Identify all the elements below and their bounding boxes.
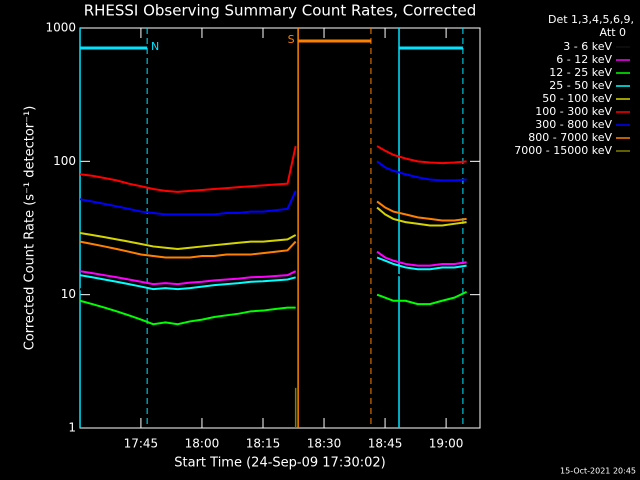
y-axis-label: Corrected Count Rate (s⁻¹ detector⁻¹)	[23, 106, 38, 351]
x-tick-label: 17:45	[124, 437, 159, 451]
series-line	[79, 145, 297, 193]
legend-title: Att 0	[600, 26, 626, 39]
series-line	[376, 200, 467, 222]
legend-label: 6 - 12 keV	[556, 53, 612, 66]
legend-label: 25 - 50 keV	[549, 79, 612, 92]
interval-label: S	[288, 33, 295, 46]
y-tick-label: 10	[61, 287, 76, 301]
x-tick-label: 19:00	[429, 437, 464, 451]
series-line	[376, 290, 468, 306]
legend-label: 100 - 300 keV	[535, 105, 612, 118]
legend-label: 3 - 6 keV	[563, 40, 612, 53]
series-line	[376, 206, 467, 227]
series-line	[79, 270, 297, 286]
series-line	[79, 240, 297, 259]
series-line	[376, 145, 467, 165]
series-line	[376, 256, 467, 271]
y-tick-label: 100	[53, 154, 76, 168]
series-line	[79, 288, 296, 306]
legend-label: 50 - 100 keV	[542, 92, 612, 105]
series-line	[79, 232, 297, 251]
series-line	[79, 274, 296, 291]
legend-label: 800 - 7000 keV	[528, 131, 612, 144]
series-line	[376, 250, 467, 267]
x-tick-label: 18:15	[246, 437, 281, 451]
series-line	[79, 299, 296, 326]
legend-label: 7000 - 15000 keV	[514, 144, 612, 157]
x-tick-label: 18:30	[307, 437, 342, 451]
legend-title: Det 1,3,4,5,6,9,	[548, 13, 634, 26]
x-tick-label: 18:45	[368, 437, 403, 451]
interval-label: N	[151, 40, 159, 53]
x-axis-label: Start Time (24-Sep-09 17:30:02)	[174, 456, 385, 471]
series-line	[376, 266, 467, 281]
footer: 15-Oct-2021 20:45	[560, 467, 636, 476]
legend-label: 12 - 25 keV	[549, 66, 612, 79]
legend-label: 300 - 800 keV	[535, 118, 612, 131]
y-tick-label: 1	[68, 421, 76, 435]
chart-title: RHESSI Observing Summary Count Rates, Co…	[84, 2, 477, 20]
x-tick-label: 18:00	[185, 437, 220, 451]
series-line	[376, 160, 467, 182]
y-tick-label: 1000	[45, 21, 76, 35]
series-line	[79, 190, 297, 216]
